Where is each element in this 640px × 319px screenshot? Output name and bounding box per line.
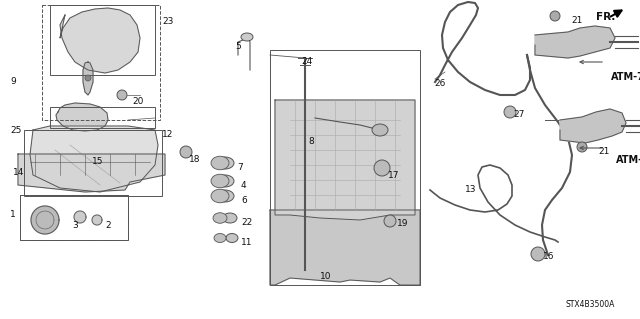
Text: 6: 6	[241, 196, 247, 205]
Text: 1: 1	[10, 210, 16, 219]
Circle shape	[117, 90, 127, 100]
Polygon shape	[535, 26, 615, 58]
Text: 15: 15	[92, 157, 104, 166]
Circle shape	[531, 247, 545, 261]
Polygon shape	[275, 100, 415, 220]
Text: 21: 21	[598, 147, 609, 156]
Text: 13: 13	[465, 185, 477, 194]
Text: 24: 24	[301, 57, 312, 66]
Ellipse shape	[216, 175, 234, 187]
Circle shape	[85, 75, 91, 81]
Ellipse shape	[214, 234, 226, 242]
Text: 8: 8	[308, 137, 314, 146]
Text: 12: 12	[162, 130, 173, 139]
Bar	[20, 195, 128, 240]
Circle shape	[374, 160, 390, 176]
Text: 14: 14	[13, 168, 24, 177]
Text: ATM-7-1: ATM-7-1	[611, 72, 640, 82]
Text: ATM-7: ATM-7	[616, 155, 640, 165]
Bar	[20, 195, 128, 240]
Text: 25: 25	[10, 126, 21, 135]
Ellipse shape	[216, 190, 234, 202]
Circle shape	[550, 11, 560, 21]
Polygon shape	[30, 126, 158, 192]
Text: 3: 3	[72, 221, 77, 230]
Ellipse shape	[226, 234, 238, 242]
Text: 5: 5	[235, 42, 241, 51]
Text: 27: 27	[513, 110, 524, 119]
Text: 9: 9	[10, 77, 16, 86]
Bar	[270, 50, 420, 285]
Text: 2: 2	[105, 221, 111, 230]
Text: 26: 26	[434, 79, 445, 88]
Circle shape	[384, 215, 396, 227]
Text: 4: 4	[241, 181, 246, 190]
Text: 16: 16	[543, 252, 554, 261]
Text: 23: 23	[162, 17, 173, 26]
Polygon shape	[74, 211, 86, 223]
Text: FR.: FR.	[596, 12, 616, 22]
Text: 17: 17	[388, 171, 399, 180]
Polygon shape	[92, 215, 102, 225]
Text: 18: 18	[189, 155, 200, 164]
Ellipse shape	[216, 157, 234, 169]
Text: 21: 21	[571, 16, 582, 25]
Text: 19: 19	[397, 219, 408, 228]
Text: 10: 10	[320, 272, 332, 281]
Bar	[24, 130, 162, 196]
Polygon shape	[60, 8, 140, 73]
Polygon shape	[270, 210, 420, 285]
Ellipse shape	[241, 33, 253, 41]
Polygon shape	[560, 109, 626, 143]
Polygon shape	[56, 103, 108, 131]
Bar	[50, 107, 155, 128]
Ellipse shape	[211, 174, 229, 188]
Text: 7: 7	[237, 163, 243, 172]
Text: STX4B3500A: STX4B3500A	[565, 300, 614, 309]
Polygon shape	[18, 154, 165, 192]
Ellipse shape	[223, 213, 237, 223]
Polygon shape	[83, 62, 93, 95]
Circle shape	[180, 146, 192, 158]
Ellipse shape	[213, 213, 227, 223]
Bar	[50, 5, 155, 75]
Text: 22: 22	[241, 218, 252, 227]
Text: 20: 20	[132, 97, 143, 106]
Ellipse shape	[211, 189, 229, 203]
Polygon shape	[31, 206, 59, 234]
Circle shape	[577, 142, 587, 152]
Bar	[42, 5, 160, 120]
Ellipse shape	[372, 124, 388, 136]
Text: 11: 11	[241, 238, 253, 247]
Circle shape	[504, 106, 516, 118]
Ellipse shape	[211, 156, 229, 170]
